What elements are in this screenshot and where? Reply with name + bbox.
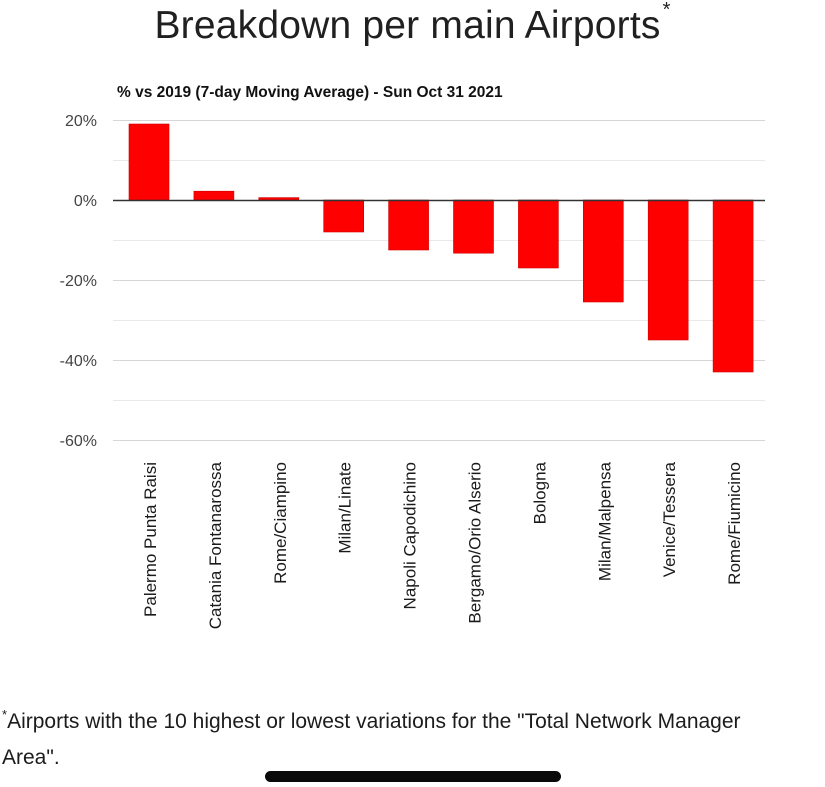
x-tick-label: Rome/Ciampino: [271, 462, 290, 584]
footnote-line-1: Airports with the 10 highest or lowest v…: [7, 710, 741, 733]
chart-subtitle: % vs 2019 (7-day Moving Average) - Sun O…: [117, 84, 503, 101]
bar: [323, 199, 365, 233]
bar: [712, 199, 754, 373]
bar: [193, 190, 235, 201]
x-tick-label: Palermo Punta Raisi: [141, 462, 160, 617]
y-tick-label: -40%: [60, 353, 97, 370]
chart-title: Breakdown per main Airports *: [0, 0, 825, 48]
y-axis-ticks: 20% 0% -20% -40% -60%: [60, 113, 97, 450]
bar: [258, 197, 300, 201]
x-tick-label: Venice/Tessera: [660, 461, 679, 577]
chart-title-text: Breakdown per main Airports: [154, 4, 661, 47]
bar: [582, 199, 624, 303]
footnote-line-2: Area".: [2, 746, 60, 769]
bar: [518, 199, 559, 269]
footnote-marker: *: [2, 707, 8, 722]
y-tick-label: -60%: [60, 433, 97, 450]
bar: [453, 199, 494, 254]
bar: [388, 199, 429, 251]
bar-chart: % vs 2019 (7-day Moving Average) - Sun O…: [60, 84, 765, 629]
y-tick-label: 20%: [65, 113, 97, 130]
x-tick-label: Bologna: [530, 461, 549, 524]
x-tick-label: Milan/Linate: [336, 462, 355, 554]
x-tick-label: Catania Fontanarossa: [206, 461, 225, 629]
x-axis-labels: Palermo Punta Raisi Catania Fontanarossa R…: [141, 461, 744, 629]
footnote: *Airports with the 10 highest or lowest …: [2, 704, 825, 742]
x-tick-label: Napoli Capodichino: [401, 462, 420, 609]
x-tick-label: Milan/Malpensa: [595, 461, 614, 581]
home-indicator: [265, 771, 561, 782]
bar: [128, 123, 170, 201]
bars: [128, 123, 754, 373]
x-tick-label: Rome/Fiumicino: [725, 462, 744, 585]
title-footnote-marker: *: [662, 0, 671, 21]
x-tick-label: Bergamo/Orio Alserio: [466, 462, 485, 624]
y-tick-label: -20%: [60, 273, 97, 290]
y-tick-label: 0%: [74, 193, 97, 210]
bar: [647, 199, 689, 341]
